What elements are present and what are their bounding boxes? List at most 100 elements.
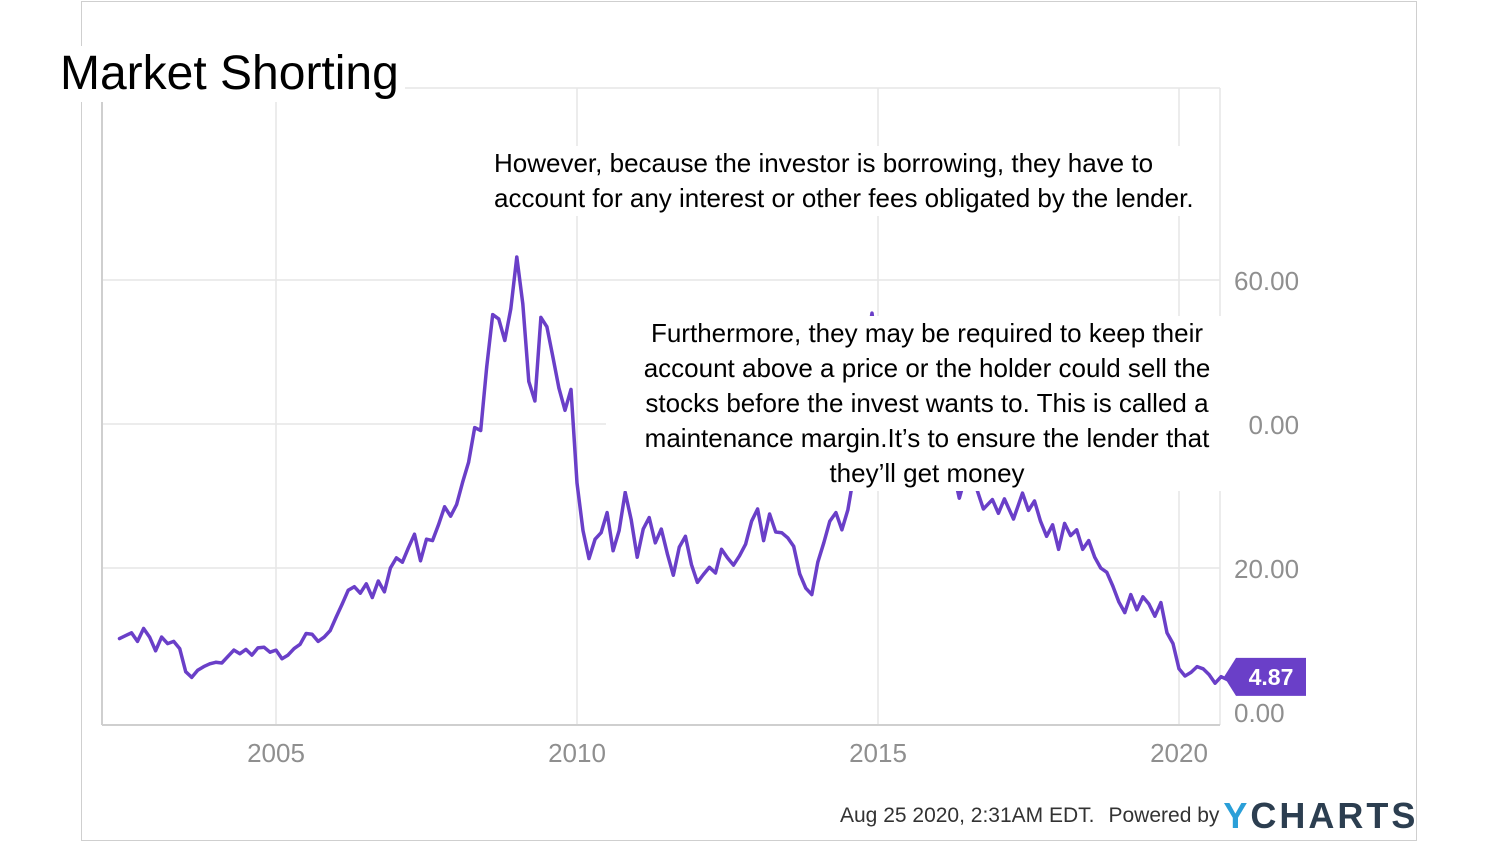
callout-interest-fees: However, because the investor is borrowi…: [492, 146, 1212, 216]
data-point: [539, 315, 543, 319]
data-point: [461, 480, 465, 484]
callout-line: they’ll get money: [829, 458, 1025, 488]
data-point: [382, 590, 386, 594]
data-point: [1027, 508, 1030, 512]
data-point: [118, 637, 121, 641]
data-point: [1012, 517, 1015, 521]
data-point: [1165, 631, 1169, 635]
data-point: [370, 596, 374, 599]
data-point: [689, 562, 693, 566]
data-point: [1183, 674, 1187, 678]
data-point: [750, 519, 754, 523]
data-point: [996, 511, 1000, 515]
data-point: [286, 653, 290, 657]
data-point: [551, 355, 555, 359]
data-point: [455, 503, 459, 507]
data-point: [557, 386, 561, 390]
data-point: [244, 647, 248, 651]
data-point: [491, 313, 495, 317]
data-point: [1021, 491, 1024, 495]
data-point: [533, 399, 537, 403]
data-point: [298, 642, 302, 646]
callout-line: account above a price or the holder coul…: [643, 353, 1211, 383]
data-point: [1129, 593, 1133, 597]
data-point: [304, 632, 308, 635]
data-point: [677, 545, 681, 549]
data-point: [352, 585, 356, 589]
data-point: [190, 675, 194, 679]
x-axis-ticks: 2005 2010 2015 2020: [247, 738, 1208, 768]
data-point: [322, 635, 326, 639]
data-point: [756, 507, 760, 511]
data-point: [1177, 667, 1181, 671]
data-point: [148, 635, 152, 639]
data-point: [1189, 670, 1193, 674]
chart-footer: Aug 25 2020, 2:31AM EDT. Powered by YCHA…: [840, 795, 1418, 837]
data-point: [166, 642, 170, 646]
data-point: [413, 532, 416, 536]
data-point: [160, 635, 164, 639]
data-point: [653, 541, 657, 545]
data-point: [1069, 534, 1073, 538]
data-point: [1219, 675, 1223, 679]
data-point: [1045, 534, 1049, 538]
ycharts-logo-y: Y: [1223, 795, 1251, 836]
data-point: [509, 307, 513, 311]
data-point: [707, 565, 711, 569]
data-point: [238, 652, 242, 656]
data-point: [617, 529, 621, 533]
data-point: [130, 631, 133, 635]
data-point: [587, 557, 591, 561]
data-point: [334, 615, 338, 619]
callout-maintenance-margin: Furthermore, they may be required to kee…: [606, 316, 1248, 491]
data-point: [768, 512, 772, 516]
data-point: [1117, 600, 1121, 604]
y-tick-label: 0.00: [1234, 698, 1285, 728]
last-value-badge: 4.87: [1224, 657, 1306, 696]
data-point: [647, 516, 651, 520]
data-point: [641, 527, 645, 531]
data-point: [178, 647, 182, 651]
data-point: [593, 537, 597, 541]
data-point: [611, 549, 615, 553]
data-point: [545, 325, 549, 329]
data-point: [714, 571, 717, 575]
callout-line: Furthermore, they may be required to kee…: [650, 318, 1204, 348]
data-point: [406, 546, 410, 550]
data-point: [220, 661, 224, 665]
ycharts-logo[interactable]: YCHARTS: [1223, 795, 1418, 837]
data-point: [981, 507, 985, 511]
data-point: [1171, 642, 1175, 646]
data-point: [1099, 566, 1103, 570]
data-point: [328, 629, 332, 633]
callout-line: maintenance margin.It’s to ensure the le…: [644, 423, 1210, 453]
data-point: [172, 639, 176, 643]
data-point: [364, 582, 368, 586]
data-point: [828, 519, 832, 523]
data-point: [1093, 555, 1097, 559]
last-value-badge-shape: [1224, 657, 1306, 696]
data-point: [701, 573, 705, 576]
footer-timestamp: Aug 25 2020, 2:31AM EDT.: [840, 804, 1095, 827]
data-point: [1075, 528, 1079, 532]
data-point: [786, 536, 790, 540]
data-point: [822, 541, 826, 545]
data-point: [497, 317, 501, 321]
data-point: [503, 339, 507, 342]
data-point: [990, 498, 994, 502]
data-point: [1051, 523, 1055, 527]
data-point: [142, 627, 146, 630]
data-point: [527, 380, 531, 383]
data-point: [214, 660, 218, 664]
data-point: [1147, 602, 1151, 606]
x-tick-label: 2010: [548, 738, 606, 768]
data-point: [1153, 614, 1157, 618]
data-point: [623, 490, 627, 494]
data-point: [467, 460, 471, 464]
data-point: [358, 591, 362, 595]
data-point: [1111, 584, 1115, 588]
data-point: [774, 530, 778, 534]
data-point: [419, 559, 422, 563]
data-point: [310, 632, 314, 636]
data-point: [1002, 497, 1006, 501]
